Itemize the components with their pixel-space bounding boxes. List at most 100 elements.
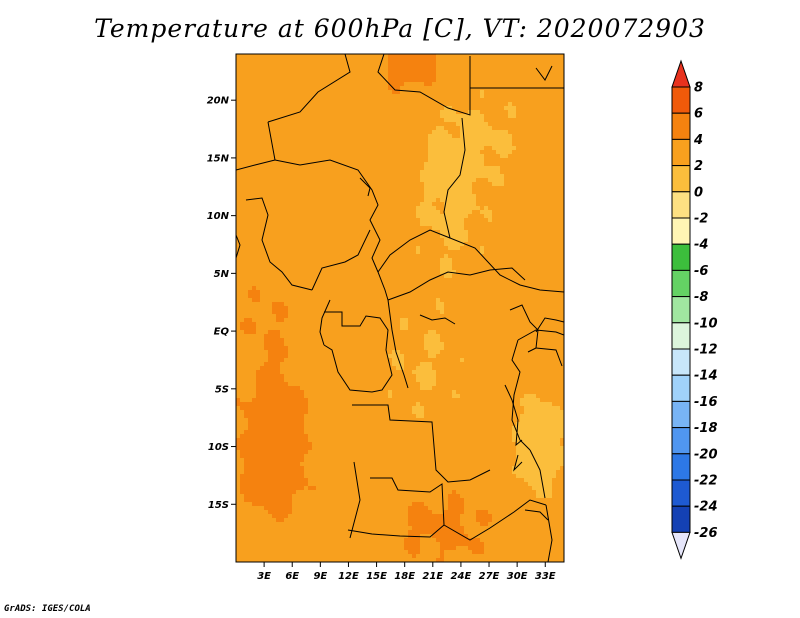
field-cell bbox=[460, 178, 465, 183]
field-cell bbox=[440, 154, 445, 159]
field-cell bbox=[348, 98, 353, 103]
field-cell bbox=[516, 94, 521, 99]
field-cell bbox=[268, 138, 273, 143]
field-cell bbox=[424, 146, 429, 151]
field-cell bbox=[284, 294, 289, 299]
field-cell bbox=[380, 266, 385, 271]
field-cell bbox=[372, 166, 377, 171]
field-cell bbox=[504, 74, 509, 79]
field-cell bbox=[424, 78, 429, 83]
field-cell bbox=[456, 258, 461, 263]
field-cell bbox=[484, 82, 489, 87]
field-cell bbox=[348, 118, 353, 123]
field-cell bbox=[456, 62, 461, 67]
field-cell bbox=[356, 66, 361, 71]
field-cell bbox=[244, 58, 249, 63]
field-cell bbox=[328, 194, 333, 199]
field-cell bbox=[520, 78, 525, 83]
field-cell bbox=[420, 130, 425, 135]
field-cell bbox=[356, 242, 361, 247]
field-cell bbox=[356, 186, 361, 191]
field-cell bbox=[288, 90, 293, 95]
field-cell bbox=[288, 250, 293, 255]
field-cell bbox=[372, 282, 377, 287]
field-cell bbox=[308, 226, 313, 231]
field-cell bbox=[408, 122, 413, 127]
field-cell bbox=[484, 90, 489, 95]
field-cell bbox=[476, 90, 481, 95]
field-cell bbox=[324, 258, 329, 263]
field-cell bbox=[480, 190, 485, 195]
field-cell bbox=[416, 122, 421, 127]
field-cell bbox=[448, 210, 453, 215]
field-cell bbox=[388, 258, 393, 263]
field-cell bbox=[252, 150, 257, 155]
field-cell bbox=[468, 222, 473, 227]
field-cell bbox=[344, 250, 349, 255]
field-cell bbox=[292, 198, 297, 203]
field-cell bbox=[552, 222, 557, 227]
field-cell bbox=[556, 214, 561, 219]
field-cell bbox=[416, 186, 421, 191]
field-cell bbox=[308, 74, 313, 79]
field-cell bbox=[384, 138, 389, 143]
field-cell bbox=[548, 58, 553, 63]
field-cell bbox=[400, 226, 405, 231]
field-cell bbox=[544, 158, 549, 163]
field-cell bbox=[528, 254, 533, 259]
field-cell bbox=[416, 294, 421, 299]
field-cell bbox=[408, 182, 413, 187]
field-cell bbox=[284, 226, 289, 231]
field-cell bbox=[492, 102, 497, 107]
field-cell bbox=[248, 146, 253, 151]
field-cell bbox=[284, 198, 289, 203]
field-cell bbox=[308, 106, 313, 111]
field-cell bbox=[356, 166, 361, 171]
field-cell bbox=[436, 234, 441, 239]
field-cell bbox=[336, 242, 341, 247]
field-cell bbox=[408, 142, 413, 147]
field-cell bbox=[436, 158, 441, 163]
field-cell bbox=[548, 142, 553, 147]
field-cell bbox=[500, 286, 505, 291]
field-cell bbox=[244, 234, 249, 239]
field-cell bbox=[316, 70, 321, 75]
field-cell bbox=[480, 110, 485, 115]
field-cell bbox=[532, 282, 537, 287]
field-cell bbox=[324, 130, 329, 135]
field-cell bbox=[368, 54, 373, 59]
field-cell bbox=[364, 78, 369, 83]
field-cell bbox=[404, 270, 409, 275]
field-cell bbox=[328, 74, 333, 79]
field-cell bbox=[340, 138, 345, 143]
field-cell bbox=[540, 242, 545, 247]
field-cell bbox=[488, 74, 493, 79]
field-cell bbox=[372, 110, 377, 115]
field-cell bbox=[252, 78, 257, 83]
field-cell bbox=[456, 234, 461, 239]
field-cell bbox=[308, 182, 313, 187]
field-cell bbox=[408, 114, 413, 119]
field-cell bbox=[344, 54, 349, 59]
field-cell bbox=[388, 150, 393, 155]
field-cell bbox=[472, 138, 477, 143]
field-cell bbox=[456, 78, 461, 83]
field-cell bbox=[368, 134, 373, 139]
field-cell bbox=[504, 190, 509, 195]
field-cell bbox=[496, 162, 501, 167]
field-cell bbox=[436, 250, 441, 255]
field-cell bbox=[476, 78, 481, 83]
field-cell bbox=[412, 134, 417, 139]
field-cell bbox=[312, 126, 317, 131]
field-cell bbox=[304, 122, 309, 127]
field-cell bbox=[544, 226, 549, 231]
field-cell bbox=[428, 166, 433, 171]
field-cell bbox=[300, 78, 305, 83]
field-cell bbox=[560, 282, 564, 287]
field-cell bbox=[280, 174, 285, 179]
field-cell bbox=[396, 250, 401, 255]
field-cell bbox=[260, 118, 265, 123]
field-cell bbox=[308, 234, 313, 239]
field-cell bbox=[352, 278, 357, 283]
field-cell bbox=[504, 238, 509, 243]
